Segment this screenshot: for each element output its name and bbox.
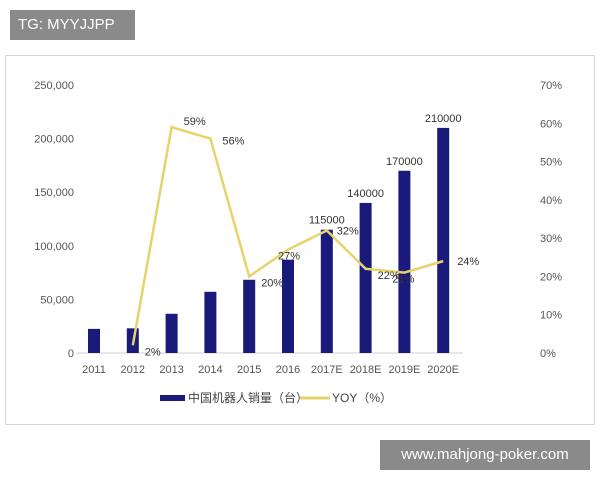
- bar-2014: [204, 291, 217, 353]
- left-tick-label: 0: [68, 348, 74, 360]
- x-tick-label: 2017E: [311, 364, 343, 376]
- bar-2020E: [437, 127, 450, 353]
- x-tick-label: 2013: [159, 364, 183, 376]
- yoy-data-label: 2%: [145, 346, 161, 358]
- bar-data-label: 140000: [347, 188, 384, 200]
- legend-bar-label: 中国机器人销量（台）: [188, 390, 308, 405]
- right-tick-label: 20%: [540, 271, 562, 283]
- right-tick-label: 30%: [540, 233, 562, 245]
- bar-2015: [243, 279, 256, 353]
- x-tick-label: 2011: [82, 364, 106, 376]
- right-tick-label: 0%: [540, 348, 556, 360]
- bar-2013: [165, 313, 178, 353]
- bar-2011: [88, 328, 100, 353]
- x-tick-label: 2015: [237, 364, 261, 376]
- chart-frame: [5, 55, 595, 425]
- right-tick-label: 70%: [540, 80, 562, 92]
- x-tick-label: 2014: [198, 364, 222, 376]
- left-tick-label: 150,000: [34, 187, 74, 199]
- legend-bar-swatch: [160, 395, 185, 401]
- yoy-data-label: 20%: [261, 277, 283, 289]
- bottom-right-watermark: www.mahjong-poker.com: [380, 440, 590, 470]
- bar-data-label: 115000: [309, 215, 345, 227]
- x-tick-label: 2019E: [388, 364, 420, 376]
- yoy-data-label: 59%: [184, 116, 206, 128]
- left-tick-label: 50,000: [40, 294, 74, 306]
- right-tick-label: 40%: [540, 195, 562, 207]
- yoy-data-label: 24%: [457, 256, 479, 268]
- yoy-data-label: 56%: [222, 136, 244, 148]
- left-tick-label: 250,000: [34, 80, 74, 92]
- x-tick-label: 2012: [121, 364, 145, 376]
- yoy-data-label: 21%: [392, 274, 414, 286]
- right-tick-label: 50%: [540, 157, 562, 169]
- yoy-data-label: 27%: [278, 251, 300, 263]
- right-tick-label: 10%: [540, 310, 562, 322]
- right-tick-label: 60%: [540, 118, 562, 130]
- bar-2019E: [398, 170, 411, 353]
- x-tick-label: 2016: [276, 364, 300, 376]
- x-tick-label: 2018E: [350, 364, 382, 376]
- legend-line-label: YOY（%）: [332, 391, 392, 405]
- top-left-watermark: TG: MYYJJPP: [10, 10, 135, 40]
- bar-data-label: 170000: [386, 156, 423, 168]
- bar-data-label: 210000: [425, 113, 462, 125]
- bar-2017E: [320, 229, 333, 353]
- left-tick-label: 200,000: [34, 134, 74, 146]
- yoy-data-label: 22%: [378, 270, 400, 282]
- left-tick-label: 100,000: [34, 241, 74, 253]
- yoy-line: [131, 125, 444, 346]
- x-tick-label: 2020E: [427, 364, 459, 376]
- bar-2016: [282, 259, 294, 353]
- bar-2018E: [359, 202, 372, 353]
- yoy-data-label: 32%: [337, 225, 359, 237]
